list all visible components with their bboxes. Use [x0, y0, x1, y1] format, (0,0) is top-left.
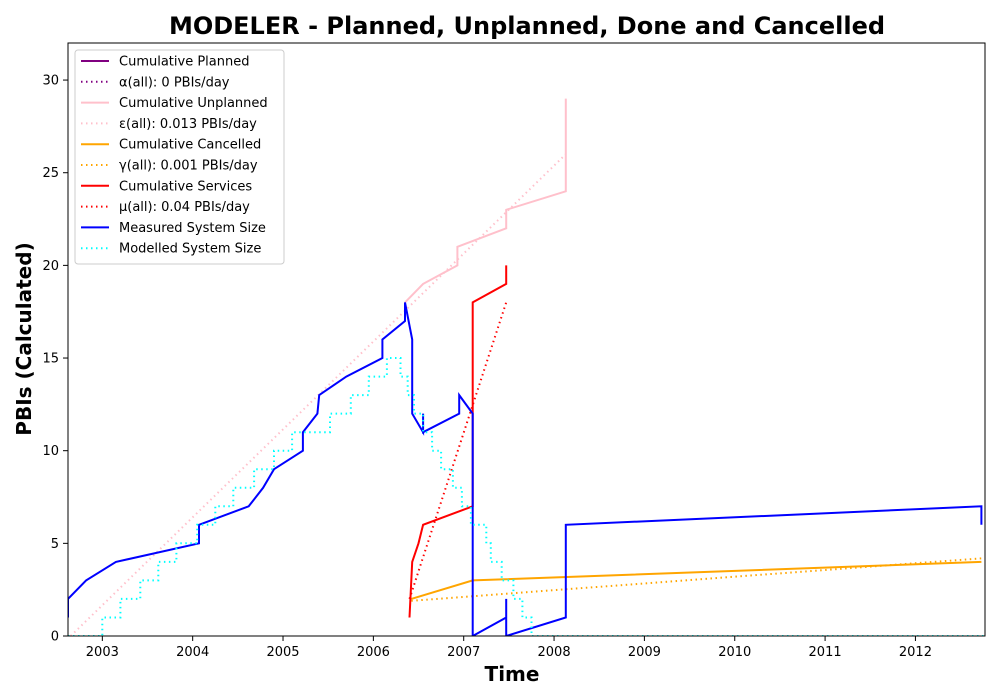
- legend-label: μ(all): 0.04 PBIs/day: [119, 200, 250, 215]
- y-tick-label: 25: [42, 166, 59, 181]
- x-axis-label: Time: [485, 662, 540, 686]
- y-tick-label: 10: [42, 444, 59, 459]
- x-tick-label: 2011: [809, 645, 842, 660]
- plot-area: [67, 42, 986, 637]
- legend-label: Measured System Size: [119, 221, 266, 236]
- x-tick-label: 2009: [628, 645, 661, 660]
- axes-frame: [67, 42, 986, 637]
- y-axis-label: PBIs (Calculated): [12, 242, 36, 435]
- x-tick-label: 2006: [357, 645, 390, 660]
- x-tick-label: 2005: [266, 645, 299, 660]
- x-tick-label: 2008: [538, 645, 571, 660]
- series-line-2: [404, 98, 567, 304]
- y-tick-label: 30: [42, 74, 59, 89]
- legend-box: [74, 49, 285, 265]
- legend-label: Cumulative Unplanned: [119, 96, 268, 111]
- x-tick-label: 2010: [718, 645, 751, 660]
- legend-label: Modelled System Size: [119, 242, 261, 257]
- y-tick-label: 20: [42, 259, 59, 274]
- x-tick-label: 2003: [86, 645, 119, 660]
- legend-label: Cumulative Cancelled: [119, 138, 261, 153]
- x-tick-label: 2007: [447, 645, 480, 660]
- legend-label: Cumulative Planned: [119, 55, 249, 70]
- legend-label: ε(all): 0.013 PBIs/day: [119, 117, 257, 132]
- chart-title: MODELER - Planned, Unplanned, Done and C…: [169, 12, 885, 40]
- series-line-5: [411, 557, 984, 602]
- x-axis-ticks: 2003 2004 2005 2006 2007 2008 2009 2010 2011 2012: [86, 636, 932, 660]
- series-group: [68, 98, 985, 636]
- y-tick-label: 5: [51, 537, 59, 552]
- legend-label: α(all): 0 PBIs/day: [119, 75, 230, 90]
- series-line-6: [408, 265, 508, 618]
- series-line-8: [68, 302, 983, 636]
- y-axis-ticks: 0 5 10 15 20 25 30: [42, 74, 68, 645]
- x-tick-label: 2012: [899, 645, 932, 660]
- y-tick-label: 15: [42, 352, 59, 367]
- series-line-7: [408, 302, 508, 600]
- y-tick-label: 0: [51, 630, 59, 645]
- x-tick-label: 2004: [176, 645, 209, 660]
- legend-label: Cumulative Services: [119, 179, 252, 194]
- legend-label: γ(all): 0.001 PBIs/day: [119, 159, 258, 174]
- legend: Cumulative Planned α(all): 0 PBIs/day Cumu…: [74, 49, 285, 265]
